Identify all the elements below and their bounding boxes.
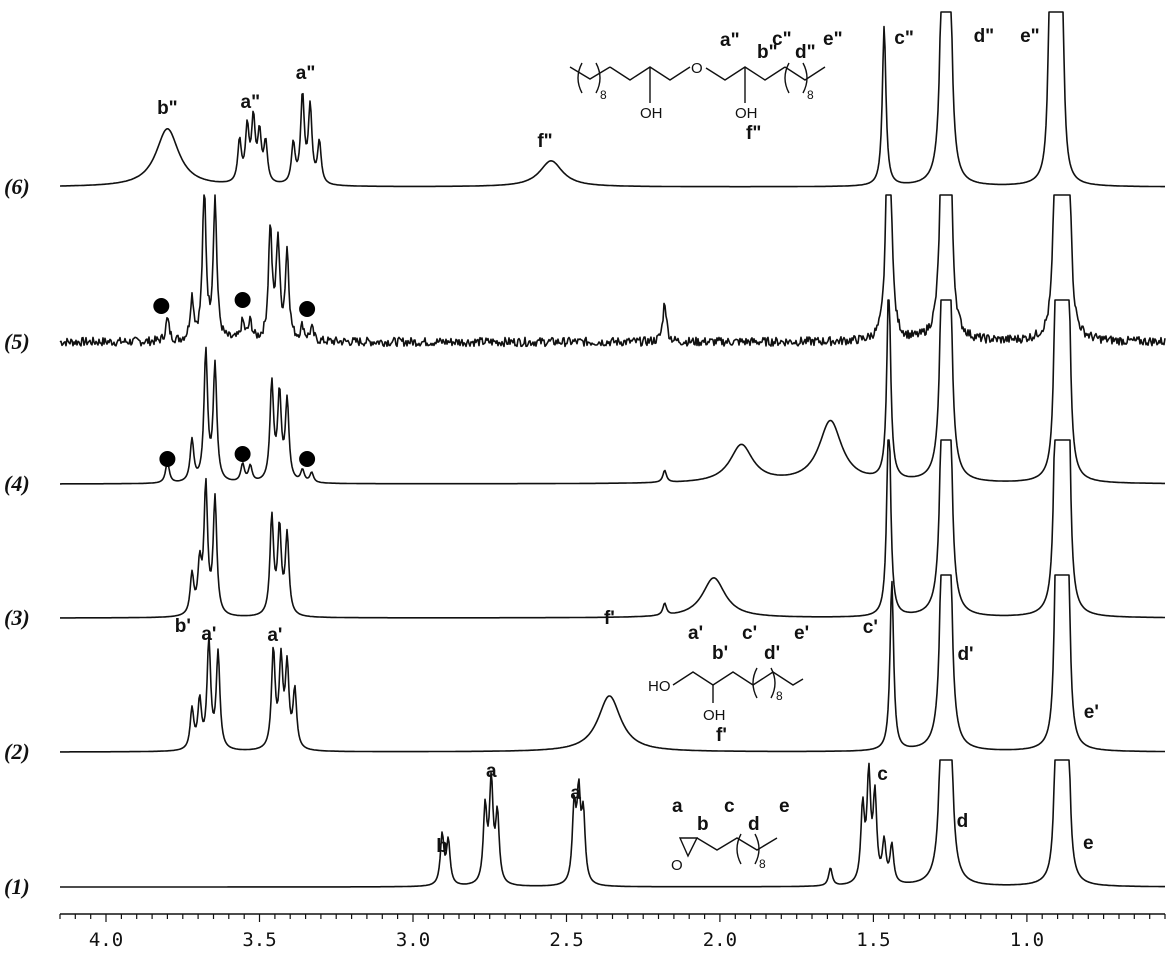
structure-6-label-e: e" <box>823 29 843 50</box>
peak-label-1-5: e <box>1083 833 1094 854</box>
spectrum-trace-6 <box>60 11 1165 188</box>
structure-2-paren-right <box>770 667 776 699</box>
marker-dot-5-1 <box>234 292 251 308</box>
structure-6-paren-left-2 <box>784 62 790 94</box>
peak-label-6-6: e" <box>1020 26 1040 47</box>
x-tick-label-4: 2.0 <box>703 929 737 951</box>
structure-6: 8 OH O OH 8 a" b" c" d" e" f" <box>569 29 843 144</box>
structure-6-label-b: b" <box>757 42 778 63</box>
structure-2-chain <box>672 671 754 686</box>
peak-label-6-1: a" <box>241 92 261 113</box>
marker-dot-4-0 <box>159 451 176 467</box>
structure-6-label-f: f" <box>746 123 761 144</box>
structure-2-label-e: e' <box>794 623 809 644</box>
spectrum-label-4: (4) <box>4 471 30 496</box>
structure-6-label-a: a" <box>720 30 740 51</box>
peak-label-1-0: b <box>436 836 448 857</box>
spectrum-labels: (1) (2) (3) (4) (5) (6) <box>4 174 30 899</box>
structure-6-bond <box>569 66 611 80</box>
peak-label-6-5: d" <box>974 26 995 47</box>
structure-2-paren-left <box>752 667 758 699</box>
marker-dot-5-0 <box>153 298 170 314</box>
peak-label-1-1: a <box>486 761 497 782</box>
structure-6-paren-left <box>577 62 583 94</box>
structure-6-ether-o: O <box>691 60 703 77</box>
structure-2-label-a: a' <box>688 623 703 644</box>
marker-dot-4-2 <box>299 451 316 467</box>
structure-1-paren-left <box>736 833 742 865</box>
structure-2-oh: OH <box>703 707 726 724</box>
structure-1-o: O <box>671 857 683 874</box>
spectrum-trace-2 <box>60 574 1165 753</box>
peak-label-6-0: b" <box>157 98 178 119</box>
structure-6-sub-2: 8 <box>807 88 814 102</box>
spectrum-label-1: (1) <box>4 874 30 899</box>
spectrum-label-3: (3) <box>4 605 30 630</box>
structure-1-sub: 8 <box>759 857 766 871</box>
x-tick-label-5: 1.5 <box>856 929 890 951</box>
structure-2-sub: 8 <box>776 689 783 703</box>
structure-1: O 8 a b c d e <box>671 796 790 874</box>
structure-6-sub-1: 8 <box>600 88 607 102</box>
x-tick-label-3: 2.5 <box>549 929 583 951</box>
peak-label-2-3: f' <box>604 608 615 629</box>
peak-label-1-2: a <box>570 783 581 804</box>
structure-1-paren-right <box>754 833 760 865</box>
spectra-traces <box>59 11 1166 888</box>
structure-6-bond-2 <box>784 66 826 81</box>
spectrum-trace-5 <box>59 194 1166 348</box>
marker-dot-4-1 <box>234 446 251 462</box>
peak-label-2-6: e' <box>1084 702 1099 723</box>
structure-1-label-b: b <box>697 814 709 835</box>
structure-1-label-d: d <box>748 814 760 835</box>
structure-1-chain <box>696 837 778 851</box>
structure-1-label-e: e <box>779 796 790 817</box>
structure-1-label-a: a <box>672 796 683 817</box>
structure-6-paren-right <box>595 62 601 94</box>
marker-dot-5-2 <box>299 301 316 317</box>
structure-2-ho: HO <box>648 678 671 695</box>
peak-label-2-0: b' <box>175 616 191 637</box>
spectrum-trace-1 <box>60 759 1165 888</box>
x-axis: 4.0 3.5 3.0 2.5 2.0 1.5 1.0 <box>59 913 1166 951</box>
peak-label-2-2: a' <box>267 625 282 646</box>
peak-label-6-4: c" <box>894 28 914 49</box>
structure-2-label-b: b' <box>712 643 728 664</box>
spectrum-label-5: (5) <box>4 329 30 354</box>
x-tick-label-2: 3.0 <box>396 929 430 951</box>
spectrum-trace-3 <box>60 439 1165 619</box>
peak-label-6-2: a" <box>296 63 316 84</box>
peak-label-1-4: d <box>957 811 969 832</box>
peak-label-2-4: c' <box>863 617 878 638</box>
structure-2-label-f: f' <box>716 725 727 746</box>
spectrum-trace-4 <box>60 299 1165 485</box>
x-tick-label-0: 4.0 <box>89 929 123 951</box>
structure-2: HO OH 8 a' b' c' d' e' f' <box>648 623 809 746</box>
peak-label-6-3: f" <box>537 131 552 152</box>
structure-6-label-c: c" <box>772 29 792 50</box>
x-tick-label-1: 3.5 <box>242 929 276 951</box>
structure-2-label-d: d' <box>764 643 780 664</box>
peak-label-2-1: a' <box>201 624 216 645</box>
structure-2-label-c: c' <box>742 623 757 644</box>
spectrum-label-6: (6) <box>4 174 30 199</box>
peak-label-1-3: c <box>877 764 888 785</box>
x-tick-label-6: 1.0 <box>1010 929 1044 951</box>
structure-1-epoxide-ring <box>678 837 699 858</box>
structure-6-oh-1: OH <box>640 105 663 122</box>
structure-6-label-d: d" <box>795 42 816 63</box>
spectrum-label-2: (2) <box>4 739 30 764</box>
structure-6-oh-2: OH <box>735 105 758 122</box>
structure-2-bond <box>752 671 804 686</box>
peak-label-2-5: d' <box>957 644 973 665</box>
structure-1-label-c: c <box>724 796 735 817</box>
